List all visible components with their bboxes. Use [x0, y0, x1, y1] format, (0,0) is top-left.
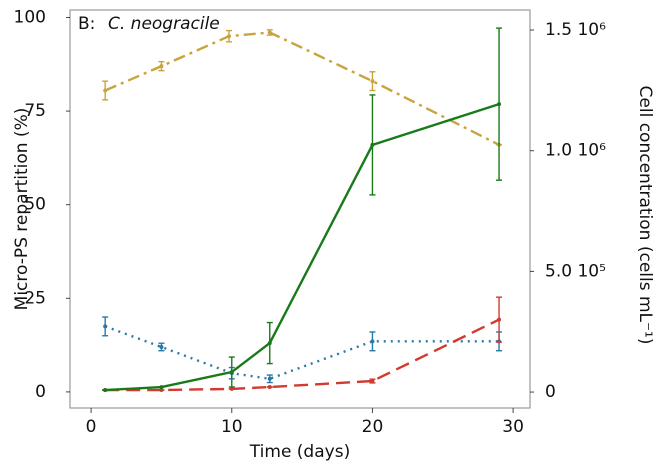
- data-point: [370, 142, 375, 147]
- data-point: [267, 376, 272, 381]
- y2-tick-label: 5.0 10⁵: [545, 261, 606, 281]
- data-point: [370, 79, 375, 84]
- data-point: [497, 102, 502, 107]
- data-point: [370, 379, 375, 384]
- y-tick-label: 50: [24, 195, 46, 215]
- plot-frame: [69, 9, 531, 409]
- panel-label: B:: [78, 14, 95, 34]
- data-point: [267, 385, 272, 390]
- data-point: [103, 388, 108, 393]
- series-line: [105, 318, 500, 392]
- data-point: [103, 324, 108, 329]
- y2-axis-label: Cell concentration (cells mL⁻¹): [635, 86, 655, 345]
- data-point: [159, 344, 164, 349]
- y2-tick-label: 1.0 10⁶: [545, 141, 606, 161]
- x-tick-label: 0: [86, 417, 97, 437]
- y-axis-label: Micro-PS repartition (%): [12, 108, 32, 311]
- data-point: [370, 339, 375, 344]
- data-point: [226, 34, 231, 39]
- chart-title: C. neogracile: [108, 14, 220, 34]
- data-point: [159, 385, 164, 390]
- x-tick-label: 10: [221, 417, 243, 437]
- data-point: [229, 370, 234, 375]
- y2-tick-label: 0: [545, 382, 556, 402]
- data-point: [267, 341, 272, 346]
- x-tick-label: 20: [362, 417, 384, 437]
- y-tick-label: 0: [35, 382, 46, 402]
- y-tick-label: 75: [24, 101, 46, 121]
- series-line: [104, 31, 500, 146]
- y-tick-label: 25: [24, 288, 46, 308]
- series-line: [104, 325, 500, 381]
- data-point: [159, 388, 164, 393]
- series-line: [105, 102, 500, 392]
- data-point: [497, 317, 502, 322]
- x-axis-label: Time (days): [249, 442, 350, 462]
- x-tick-label: 30: [502, 417, 524, 437]
- y2-tick-label: 1.5 10⁶: [545, 20, 606, 40]
- y-tick-label: 100: [14, 7, 46, 27]
- data-point: [159, 64, 164, 69]
- data-point: [229, 386, 234, 391]
- data-point: [103, 88, 108, 93]
- data-point: [267, 30, 272, 35]
